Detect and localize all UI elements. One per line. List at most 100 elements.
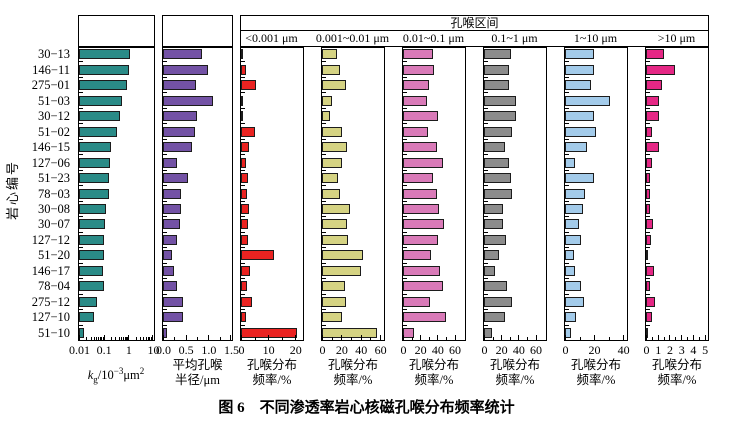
bar-freq-0.001-0.01um xyxy=(322,173,339,184)
y-axis-tick xyxy=(484,107,488,109)
y-axis-tick xyxy=(322,92,326,94)
x-axis-title-line: 频率/% xyxy=(333,373,373,387)
bar-permeability xyxy=(79,327,85,338)
bar-freq-0.01-0.1um xyxy=(403,188,438,199)
bar-freq-0.1-1um xyxy=(484,95,516,106)
x-axis-title-line: 孔喉分布 xyxy=(327,358,378,372)
y-axis-tick xyxy=(646,185,650,187)
kg-mid: /10 xyxy=(97,368,114,383)
x-axis-title-avg-radius: 平均孔喉 半径/μm xyxy=(143,358,253,388)
x-axis-minor-tick xyxy=(608,337,610,340)
bar-freq-gt-10um xyxy=(646,234,651,245)
core-label: 51−03 xyxy=(37,93,70,108)
bar-freq-gt-10um xyxy=(646,281,650,292)
y-axis-tick xyxy=(484,293,488,295)
bar-permeability xyxy=(79,188,109,199)
bar-permeability xyxy=(79,173,109,184)
y-axis-tick xyxy=(322,107,326,109)
x-axis-title-freq-0.001-0.01um: 孔喉分布 频率/% xyxy=(298,358,408,388)
bar-freq-gt-10um xyxy=(646,327,649,338)
x-axis-minor-tick xyxy=(127,337,129,340)
x-axis-tick xyxy=(230,335,231,340)
x-axis-minor-tick xyxy=(219,337,221,340)
x-axis-tick xyxy=(594,335,596,340)
x-axis-minor-tick xyxy=(281,337,283,340)
core-label: 78−03 xyxy=(37,186,70,201)
bar-freq-lt-0.001um xyxy=(241,49,243,60)
y-axis-tick xyxy=(322,154,326,156)
x-axis-tick xyxy=(360,335,362,340)
x-axis-minor-tick xyxy=(698,337,700,340)
bar-avg-radius xyxy=(163,312,184,323)
y-axis-tick xyxy=(241,216,245,218)
bar-permeability xyxy=(79,95,122,106)
bar-freq-lt-0.001um xyxy=(241,312,246,323)
x-axis-minor-tick xyxy=(151,337,153,340)
y-axis-tick xyxy=(79,154,83,156)
bar-freq-0.01-0.1um xyxy=(403,234,439,245)
panel-freq-0.001-0.01um xyxy=(321,47,385,341)
x-axis-minor-tick xyxy=(150,337,152,340)
core-label: 275−01 xyxy=(31,78,70,93)
y-axis-tick xyxy=(565,200,569,202)
y-axis-tick xyxy=(484,92,488,94)
x-axis-minor-tick xyxy=(93,337,95,340)
x-tick-label: 10 xyxy=(262,343,275,357)
kg-unit: μm xyxy=(123,368,140,383)
y-axis-tick xyxy=(163,293,167,295)
bar-freq-0.01-0.1um xyxy=(403,265,440,276)
x-tick-label: 0 xyxy=(643,343,650,357)
x-tick-label: 1.0 xyxy=(201,343,217,357)
x-axis-tick xyxy=(501,335,503,340)
x-tick-label: 60 xyxy=(374,343,387,357)
bar-freq-0.1-1um xyxy=(484,111,516,122)
bar-avg-radius xyxy=(163,250,173,261)
core-label: 30−13 xyxy=(37,47,70,62)
x-axis-minor-tick xyxy=(125,337,127,340)
bar-freq-lt-0.001um xyxy=(241,250,274,261)
core-label: 51−20 xyxy=(37,248,70,263)
x-axis-title-line: 频率/% xyxy=(252,373,292,387)
x-tick-label: 1.5 xyxy=(224,343,239,357)
y-axis-tick xyxy=(403,61,407,63)
bar-freq-1-10um xyxy=(565,327,571,338)
kg-exp: −3 xyxy=(113,366,124,376)
panel-freq-lt-0.001um xyxy=(240,47,304,341)
x-axis-minor-tick xyxy=(651,337,653,340)
x-tick-label: 0.1 xyxy=(96,343,112,357)
x-axis-tick xyxy=(128,335,130,340)
bar-freq-0.001-0.01um xyxy=(322,126,343,137)
bar-freq-0.1-1um xyxy=(484,281,508,292)
bar-freq-lt-0.001um xyxy=(241,173,248,184)
y-axis-tick xyxy=(79,309,83,311)
bar-freq-0.1-1um xyxy=(484,296,513,307)
y-axis-tick xyxy=(163,231,167,233)
y-axis-tick xyxy=(565,61,569,63)
interval-label: 1~10 μm xyxy=(573,31,618,45)
x-axis-minor-tick xyxy=(687,337,689,340)
bar-freq-0.001-0.01um xyxy=(322,250,363,261)
figure-caption: 图 6 不同渗透率岩心核磁孔喉分布频率统计 xyxy=(218,400,515,416)
y-axis-tick xyxy=(241,76,245,78)
bar-freq-0.01-0.1um xyxy=(403,157,443,168)
y-axis-tick xyxy=(403,262,407,264)
y-axis-tick xyxy=(484,231,488,233)
y-axis-tick xyxy=(646,293,650,295)
bar-freq-0.001-0.01um xyxy=(322,234,349,245)
y-axis-tick xyxy=(79,107,83,109)
bar-avg-radius xyxy=(163,265,175,276)
core-label: 30−07 xyxy=(37,217,70,232)
y-axis-tick xyxy=(484,247,488,249)
x-axis-title-line: 孔喉分布 xyxy=(246,358,297,372)
x-axis-title-line: 平均孔喉 xyxy=(172,358,223,372)
x-axis-tick xyxy=(241,335,242,340)
x-tick-label: 0.01 xyxy=(69,343,90,357)
x-tick-label: 40 xyxy=(512,343,525,357)
y-axis-tick xyxy=(646,138,650,140)
kg-sub: g xyxy=(93,374,98,385)
bar-freq-gt-10um xyxy=(646,49,664,60)
x-axis-minor-tick xyxy=(96,337,98,340)
y-axis-tick xyxy=(646,92,650,94)
x-axis-minor-tick xyxy=(140,337,142,340)
y-axis-tick xyxy=(484,61,488,63)
